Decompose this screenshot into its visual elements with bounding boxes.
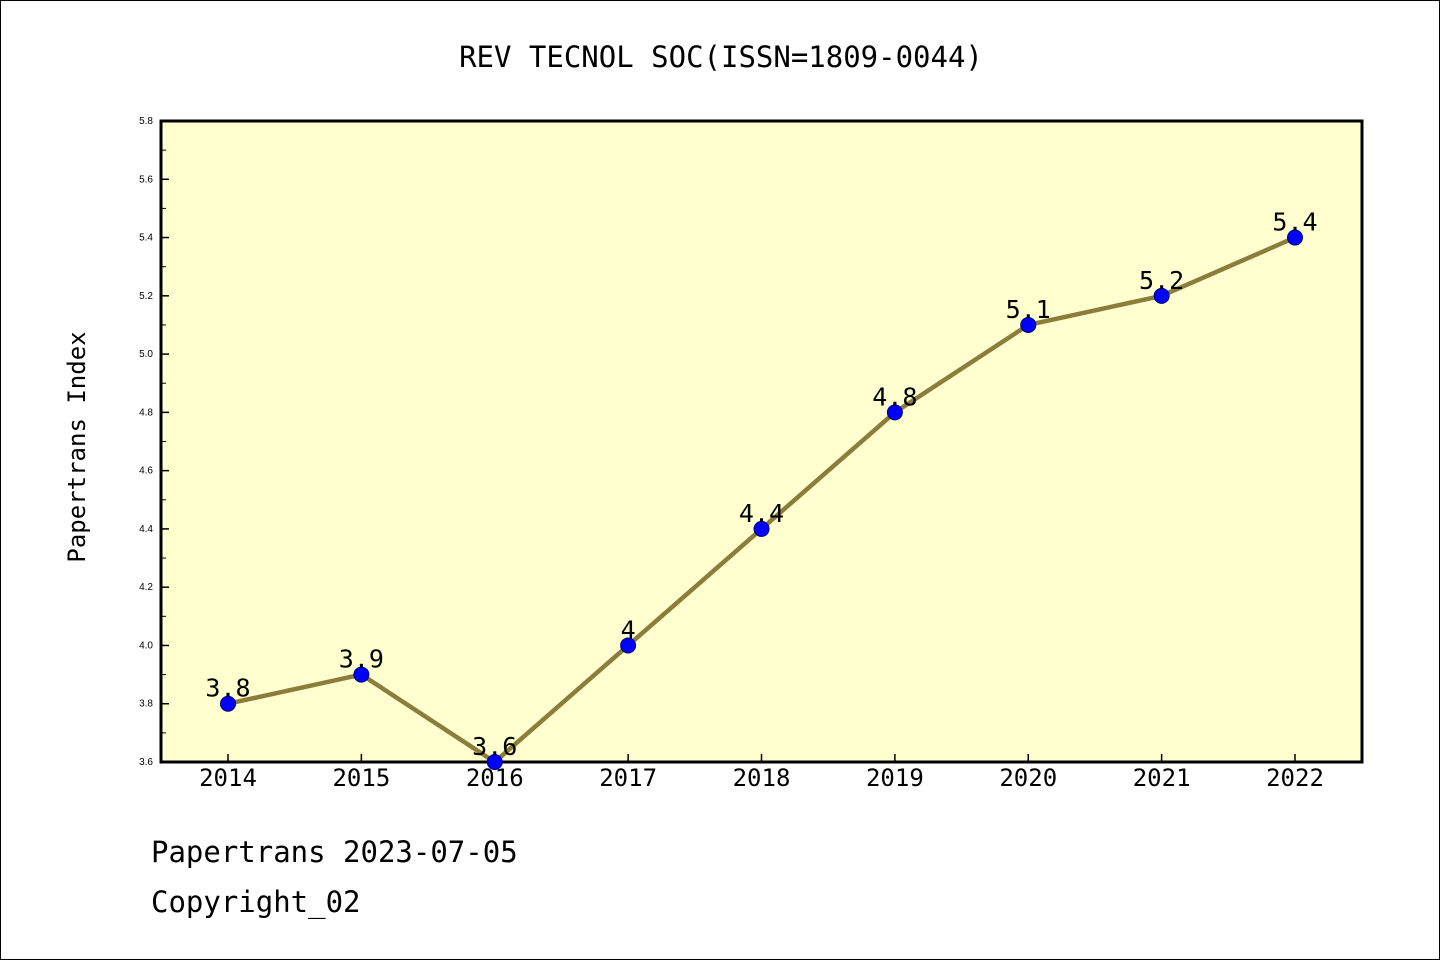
y-tick-label: 4.0 [139, 640, 153, 651]
y-tick-label: 3.6 [139, 757, 153, 768]
y-tick-label: 5.6 [139, 174, 153, 185]
y-axis-label: Papertrans Index [63, 331, 91, 562]
y-tick-label: 5.2 [139, 291, 153, 302]
data-label: 5.4 [1272, 208, 1317, 237]
data-point [886, 404, 903, 421]
data-point [620, 637, 637, 654]
data-point [1287, 229, 1303, 246]
data-label: 4.4 [739, 499, 784, 528]
footer-copyright: Copyright_02 [151, 885, 361, 919]
y-tick-label: 4.8 [139, 407, 153, 418]
y-tick-label: 3.8 [139, 699, 153, 710]
x-tick-label: 2022 [1266, 764, 1324, 792]
data-point [1020, 316, 1037, 333]
data-label: 5.2 [1139, 266, 1184, 295]
y-tick-label: 5.4 [139, 233, 153, 244]
footer-date: Papertrans 2023-07-05 [151, 835, 518, 869]
data-label: 3.9 [339, 645, 384, 674]
data-label: 4 [621, 615, 636, 644]
x-tick-label: 2019 [866, 764, 924, 792]
y-tick-label: 4.4 [139, 524, 153, 535]
series-group: 3.8 3.9 3.6 4 4.4 4.8 5.1 5.2 5.4 [205, 208, 1318, 770]
data-point [1153, 287, 1170, 304]
plot-area [159, 119, 1364, 764]
x-axis: 2014 2015 2016 2017 2018 2019 2020 2021 2022 [199, 754, 1324, 792]
y-tick-label: 5.0 [139, 349, 153, 360]
data-label: 5.1 [1006, 295, 1051, 324]
data-point [486, 754, 503, 770]
y-tick-label: 5.8 [139, 116, 153, 127]
data-label: 3.8 [205, 674, 250, 703]
y-tick-label: 4.6 [139, 466, 153, 477]
y-axis: 3.6 3.8 4.0 4.2 4.4 4.6 4.8 5.0 5.2 5.4 5.6 5.8 [139, 116, 169, 768]
x-tick-label: 2018 [733, 764, 791, 792]
x-tick-label: 2021 [1133, 764, 1191, 792]
x-tick-label: 2015 [332, 764, 390, 792]
data-point [220, 695, 236, 712]
x-tick-label: 2020 [999, 764, 1057, 792]
data-label: 4.8 [872, 382, 917, 411]
data-point [353, 666, 370, 683]
x-tick-label: 2014 [199, 764, 257, 792]
x-tick-label: 2017 [599, 764, 657, 792]
data-label: 3.6 [472, 732, 517, 761]
chart-title: REV TECNOL SOC(ISSN=1809-0044) [459, 40, 983, 74]
y-tick-label: 4.2 [139, 582, 153, 593]
data-point [753, 520, 770, 537]
